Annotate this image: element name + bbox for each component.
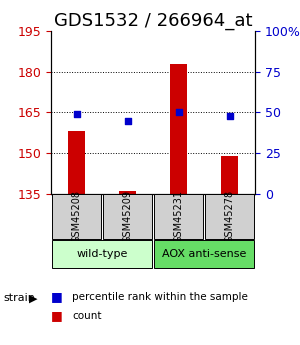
Point — [74, 111, 79, 117]
Bar — [68, 131, 85, 194]
FancyBboxPatch shape — [52, 194, 101, 239]
Bar — [220, 156, 238, 194]
FancyBboxPatch shape — [52, 240, 152, 268]
FancyBboxPatch shape — [154, 194, 203, 239]
Point — [227, 113, 232, 118]
Bar — [169, 63, 188, 194]
FancyBboxPatch shape — [154, 240, 254, 268]
Text: AOX anti-sense: AOX anti-sense — [162, 249, 246, 259]
Text: ▶: ▶ — [28, 294, 37, 303]
Text: count: count — [72, 311, 101, 321]
Text: ■: ■ — [51, 290, 63, 303]
Point — [176, 110, 181, 115]
Text: GSM45208: GSM45208 — [71, 190, 82, 243]
Bar — [118, 191, 136, 194]
Text: strain: strain — [3, 294, 35, 303]
Text: percentile rank within the sample: percentile rank within the sample — [72, 292, 248, 302]
Text: GSM45231: GSM45231 — [173, 190, 184, 243]
Text: ■: ■ — [51, 309, 63, 322]
Text: GSM45209: GSM45209 — [122, 190, 133, 243]
FancyBboxPatch shape — [103, 194, 152, 239]
Text: wild-type: wild-type — [76, 249, 128, 259]
Title: GDS1532 / 266964_at: GDS1532 / 266964_at — [54, 12, 252, 30]
FancyBboxPatch shape — [205, 194, 254, 239]
Point — [125, 118, 130, 123]
Text: GSM45278: GSM45278 — [224, 190, 235, 243]
